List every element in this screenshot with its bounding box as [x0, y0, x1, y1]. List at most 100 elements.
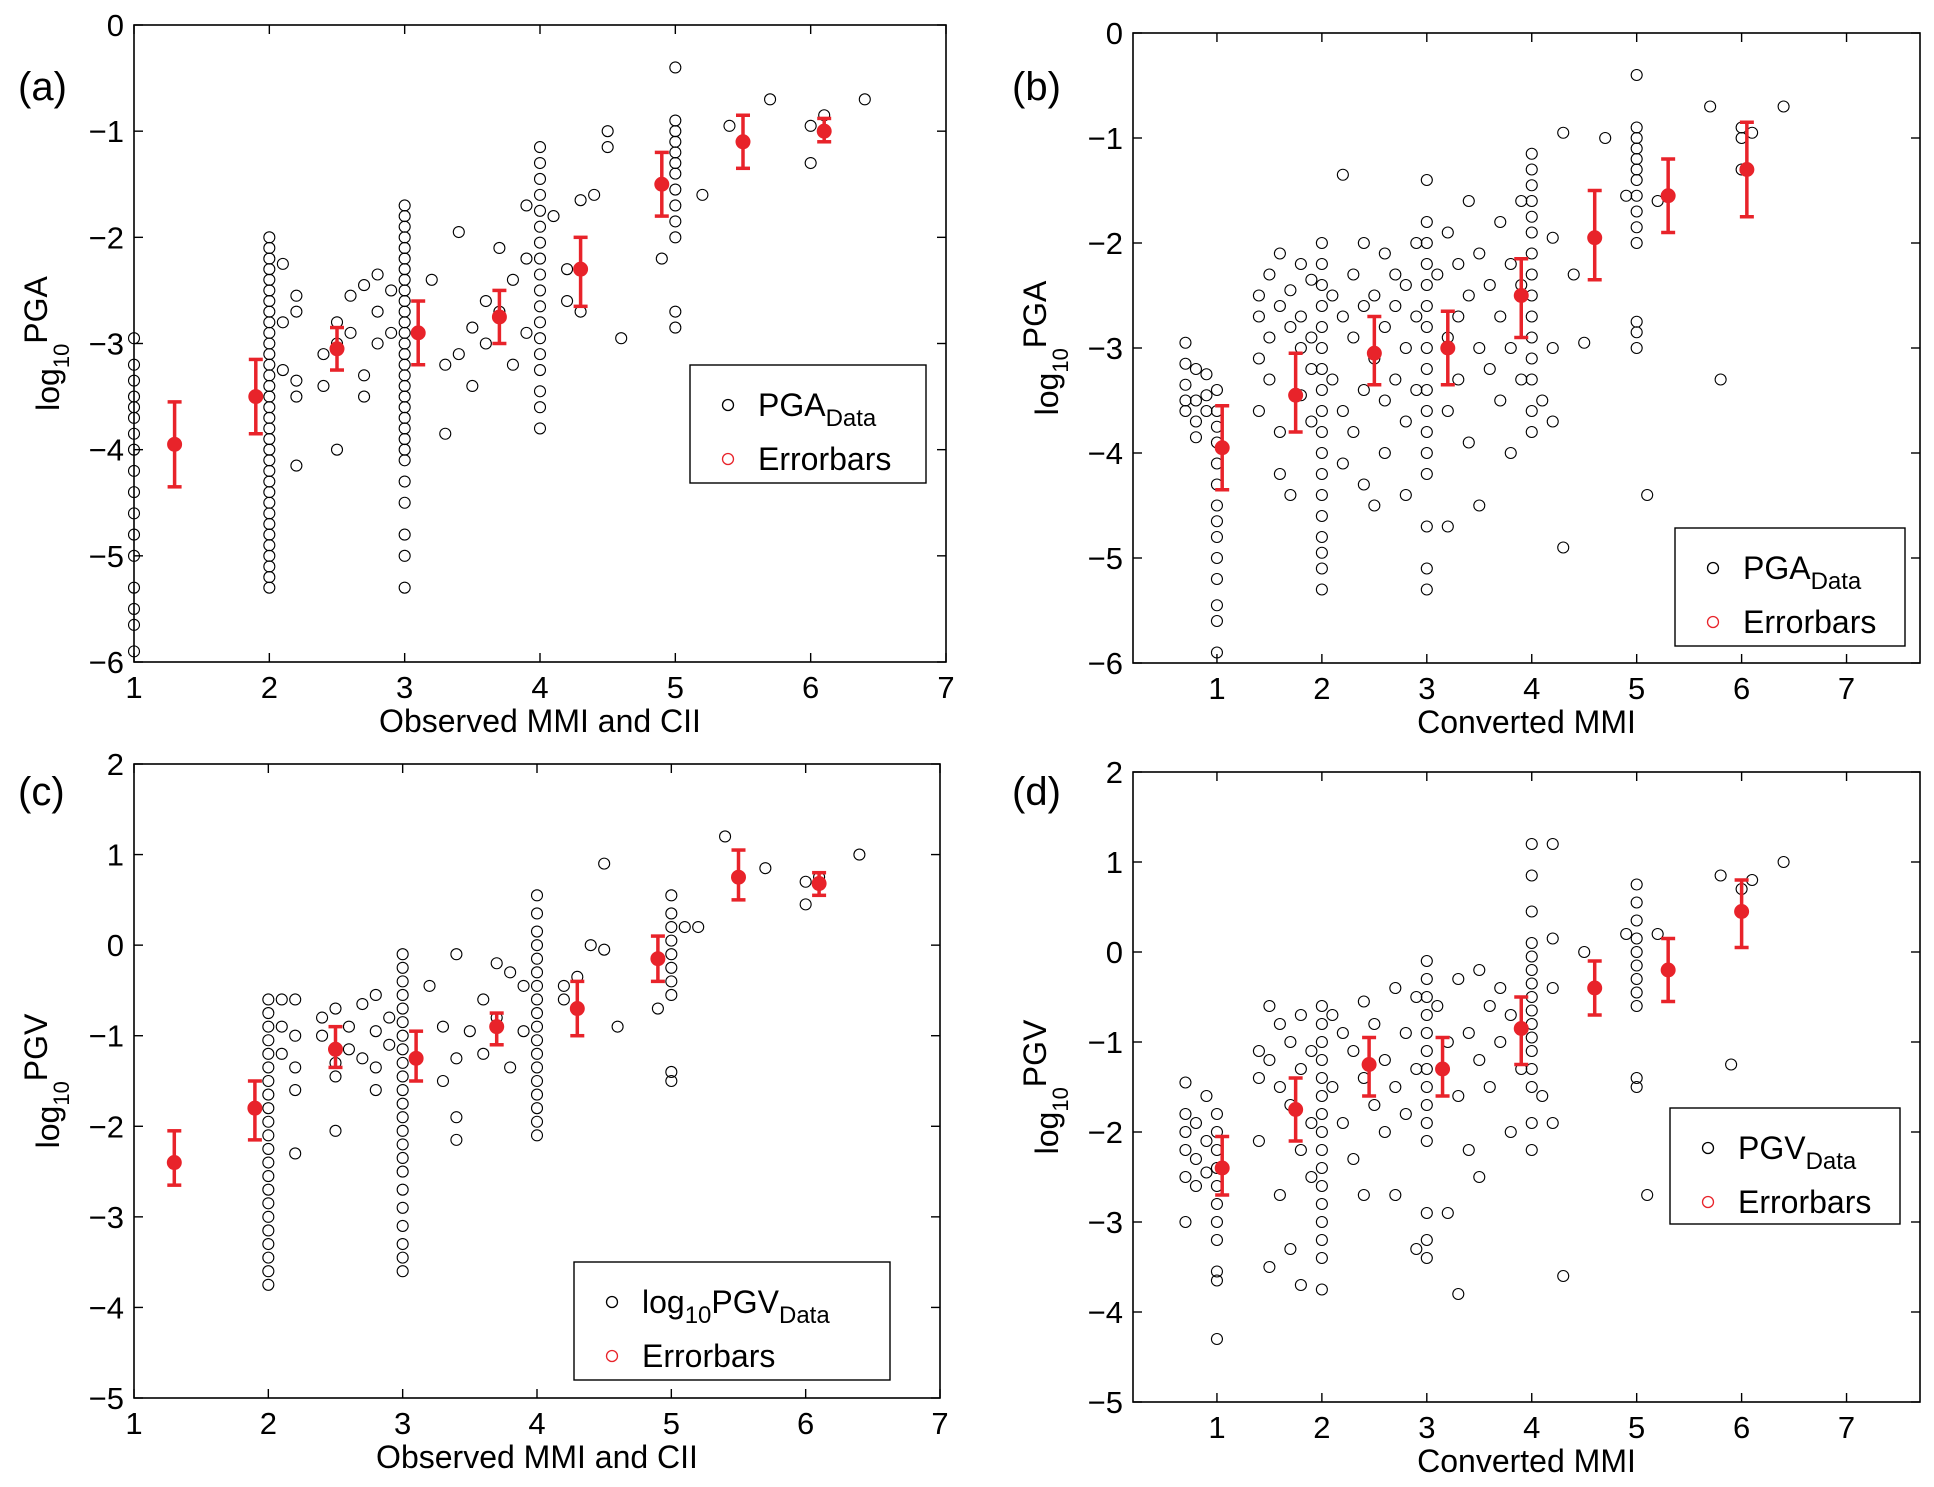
data-point	[344, 289, 357, 302]
data-point	[1305, 1116, 1318, 1130]
data-point	[1525, 1062, 1538, 1076]
data-point	[450, 1111, 463, 1124]
data-point	[276, 363, 289, 377]
legend-entry: PGAData	[758, 387, 877, 432]
data-point	[1179, 378, 1192, 391]
data-point	[263, 486, 276, 499]
data-point	[1630, 221, 1643, 234]
x-tick-label: 3	[1418, 1410, 1435, 1445]
data-point	[1504, 1008, 1517, 1022]
data-point	[263, 231, 276, 244]
data-point	[289, 1084, 302, 1097]
data-point	[1473, 963, 1486, 977]
data-point	[263, 273, 276, 286]
plot-frame	[1132, 771, 1921, 1403]
y-tick-label: −5	[89, 1381, 124, 1416]
data-point	[1420, 1098, 1433, 1112]
data-point	[439, 427, 452, 440]
data-point	[398, 496, 411, 509]
data-point	[1420, 1008, 1433, 1022]
data-point	[1515, 373, 1528, 386]
data-point	[530, 993, 544, 1006]
data-point	[611, 1020, 624, 1033]
x-tick-label: 7	[1838, 1410, 1855, 1445]
errorbar	[816, 116, 832, 144]
data-point	[479, 337, 492, 350]
data-point	[317, 348, 330, 361]
data-point	[1525, 963, 1538, 977]
data-point	[1315, 299, 1328, 313]
data-point	[1315, 583, 1328, 596]
y-tick-label: −2	[89, 220, 124, 255]
data-point	[385, 284, 398, 297]
data-point	[1200, 389, 1213, 402]
data-point	[1630, 142, 1643, 155]
data-point	[530, 1102, 544, 1115]
data-point	[263, 454, 276, 467]
data-point	[1420, 583, 1433, 596]
data-point	[1305, 362, 1318, 376]
data-point	[1284, 488, 1297, 502]
data-point	[669, 114, 682, 127]
data-point	[452, 348, 465, 361]
data-point	[1525, 404, 1538, 418]
data-point	[1630, 152, 1643, 166]
data-point	[263, 549, 276, 562]
data-point	[1315, 446, 1328, 460]
data-point	[530, 1020, 544, 1033]
y-tick-label: −1	[89, 1019, 124, 1054]
x-axis-label: Observed MMI and CII	[376, 1439, 698, 1475]
data-point	[1452, 1089, 1465, 1103]
data-point	[530, 1047, 544, 1060]
y-tick-label: 2	[1106, 755, 1123, 790]
data-point	[1399, 278, 1412, 292]
data-point	[263, 496, 276, 509]
data-point	[1347, 1152, 1360, 1166]
data-point	[1336, 404, 1349, 418]
data-point	[263, 252, 276, 265]
data-point	[588, 188, 601, 201]
legend-marker	[721, 398, 735, 412]
data-point	[1294, 1278, 1307, 1292]
data-point	[1315, 1215, 1328, 1229]
data-point	[1525, 1116, 1538, 1130]
data-point	[1210, 1197, 1223, 1211]
data-point	[533, 284, 547, 297]
data-point	[1336, 168, 1349, 181]
data-point	[262, 993, 275, 1006]
data-point	[425, 273, 438, 286]
panel-label: (a)	[18, 65, 67, 109]
data-point	[263, 432, 276, 446]
errorbar	[811, 870, 827, 898]
data-point	[615, 332, 628, 345]
data-point	[530, 1088, 544, 1101]
data-point	[669, 146, 682, 159]
data-point	[1557, 541, 1570, 554]
data-point	[530, 1129, 544, 1142]
data-point	[504, 1061, 517, 1074]
y-tick-label: −2	[89, 1109, 124, 1144]
data-point	[1263, 999, 1276, 1013]
errorbar-mean	[410, 325, 426, 341]
data-point	[1273, 1080, 1286, 1094]
data-point	[1347, 331, 1360, 344]
data-point	[1483, 1080, 1496, 1094]
data-point	[669, 183, 682, 196]
data-point	[1347, 1044, 1360, 1058]
data-point	[263, 517, 276, 531]
y-tick-label: −5	[89, 539, 124, 574]
data-point	[1210, 1274, 1223, 1287]
data-point	[1263, 268, 1276, 281]
data-point	[1420, 215, 1433, 229]
data-point	[1315, 546, 1328, 559]
data-point	[533, 332, 547, 345]
data-point	[396, 1265, 409, 1278]
data-point	[396, 1151, 409, 1165]
data-point	[1630, 986, 1643, 999]
errorbar-mean	[1660, 188, 1676, 204]
data-point	[1294, 1008, 1307, 1022]
data-point	[1357, 1188, 1370, 1202]
data-point	[1420, 257, 1433, 271]
data-point	[533, 188, 547, 201]
data-point	[1630, 205, 1643, 218]
